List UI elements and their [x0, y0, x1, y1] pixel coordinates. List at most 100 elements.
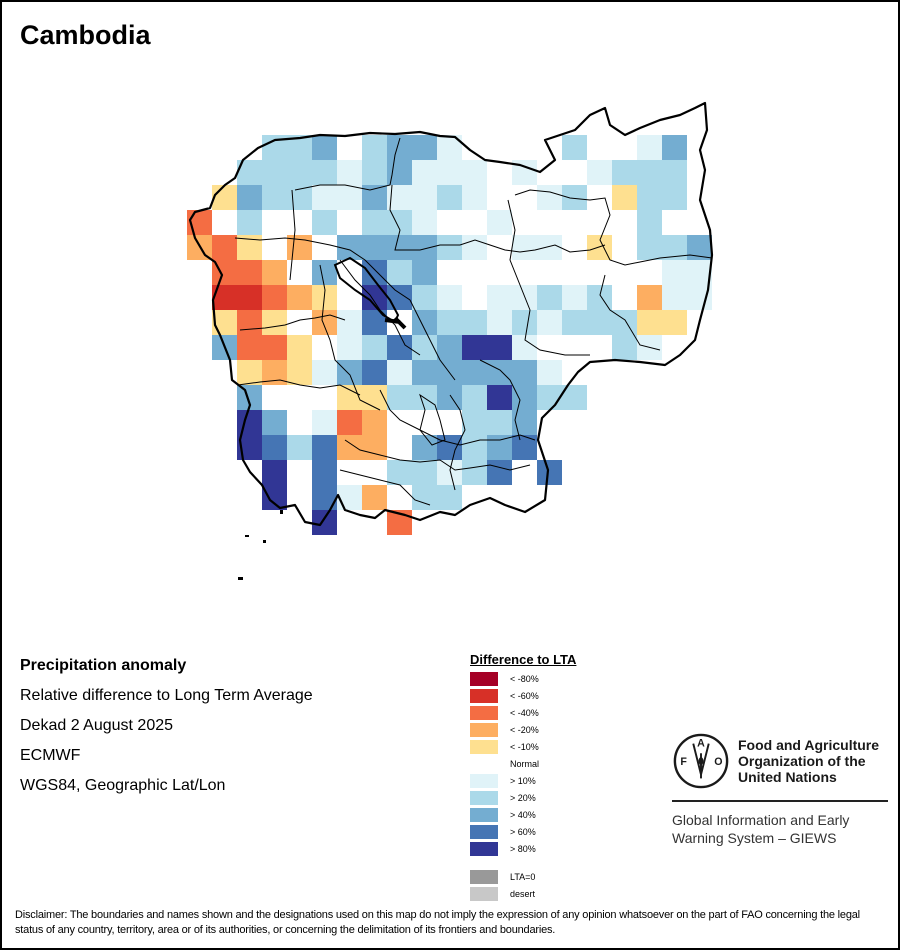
grid-cell [412, 185, 437, 210]
legend-label: Normal [510, 758, 540, 769]
grid-cell [662, 185, 687, 210]
grid-cell [262, 435, 287, 460]
grid-cell [512, 360, 537, 385]
disclaimer: Disclaimer: The boundaries and names sho… [15, 909, 860, 936]
province-line [339, 469, 431, 506]
grid-cell [462, 310, 487, 335]
grid-cell [462, 410, 487, 435]
province-line [319, 264, 381, 411]
legend-swatch [470, 841, 498, 856]
grid-cell [512, 435, 537, 460]
province-line [449, 394, 466, 491]
legend-label: < -80% [510, 673, 539, 684]
anomaly-grid [187, 135, 712, 535]
grid-cell [337, 360, 362, 385]
grid-cell [337, 485, 362, 510]
grid-cell [562, 285, 587, 310]
grid-cell [462, 385, 487, 410]
legend-label: < -20% [510, 724, 539, 735]
grid-cell [412, 210, 437, 235]
grid-cell [362, 485, 387, 510]
grid-cell [412, 135, 437, 160]
grid-cell [237, 185, 262, 210]
info-line: WGS84, Geographic Lat/Lon [20, 777, 226, 794]
grid-cell [537, 385, 562, 410]
giews-line: Warning System – GIEWS [672, 830, 837, 846]
grid-cell [412, 460, 437, 485]
grid-cell [462, 235, 487, 260]
grid-cell [512, 385, 537, 410]
grid-cell [262, 485, 287, 510]
grid-cell [362, 235, 387, 260]
grid-cell [612, 160, 637, 185]
grid-cell [412, 285, 437, 310]
grid-cell [312, 310, 337, 335]
grid-cell [337, 385, 362, 410]
grid-cell [437, 160, 462, 185]
grid-cell [337, 435, 362, 460]
legend-swatch [470, 688, 498, 703]
grid-cell [437, 385, 462, 410]
legend-item: < -10% [470, 738, 576, 755]
grid-cell [462, 185, 487, 210]
grid-cell [487, 285, 512, 310]
grid-cell [287, 435, 312, 460]
grid-cell [662, 135, 687, 160]
grid-cell [362, 160, 387, 185]
province-line [294, 137, 401, 191]
grid-cell [337, 185, 362, 210]
grid-cell [487, 310, 512, 335]
grid-cell [287, 285, 312, 310]
info-line: Dekad 2 August 2025 [20, 717, 174, 734]
grid-cell [587, 285, 612, 310]
legend-swatch [470, 705, 498, 720]
legend-label: > 40% [510, 809, 536, 820]
grid-cell [412, 160, 437, 185]
grid-cell [287, 160, 312, 185]
grid-cell [437, 335, 462, 360]
grid-cell [637, 310, 662, 335]
province-line [344, 439, 531, 471]
legend-item: < -60% [470, 687, 576, 704]
grid-cell [587, 160, 612, 185]
grid-cell [462, 435, 487, 460]
grid-cell [487, 210, 512, 235]
grid-cell [487, 435, 512, 460]
grid-cell [312, 160, 337, 185]
info-heading: Precipitation anomaly [20, 657, 187, 674]
grid-cell [412, 335, 437, 360]
grid-cell [237, 285, 262, 310]
province-line [239, 314, 346, 331]
grid-cell [512, 335, 537, 360]
grid-cell [237, 260, 262, 285]
grid-cell [237, 210, 262, 235]
grid-cell [437, 435, 462, 460]
grid-cell [637, 285, 662, 310]
grid-cell [212, 310, 237, 335]
grid-cell [437, 460, 462, 485]
grid-cell [262, 285, 287, 310]
grid-cell [462, 160, 487, 185]
grid-cell [662, 260, 687, 285]
legend-swatch [470, 671, 498, 686]
grid-cell [612, 185, 637, 210]
fao-name-line: Organization of the [738, 753, 866, 769]
grid-cell [387, 285, 412, 310]
grid-cell [412, 260, 437, 285]
divider [672, 800, 888, 802]
grid-cell [412, 235, 437, 260]
grid-cell [312, 210, 337, 235]
legend-classes: < -80% < -60% < -40% < -20% < -10% Normal > 10… [470, 670, 576, 857]
legend-item: > 20% [470, 789, 576, 806]
grid-cell [237, 410, 262, 435]
info-line: Relative difference to Long Term Average [20, 687, 313, 704]
svg-text:F: F [680, 756, 687, 768]
island [238, 577, 243, 580]
grid-cell [312, 435, 337, 460]
province-line [379, 389, 536, 446]
province-line [237, 379, 361, 396]
grid-cell [237, 335, 262, 360]
grid-cell [312, 185, 337, 210]
fao-name-line: Food and Agriculture [738, 737, 880, 753]
grid-cell [262, 410, 287, 435]
